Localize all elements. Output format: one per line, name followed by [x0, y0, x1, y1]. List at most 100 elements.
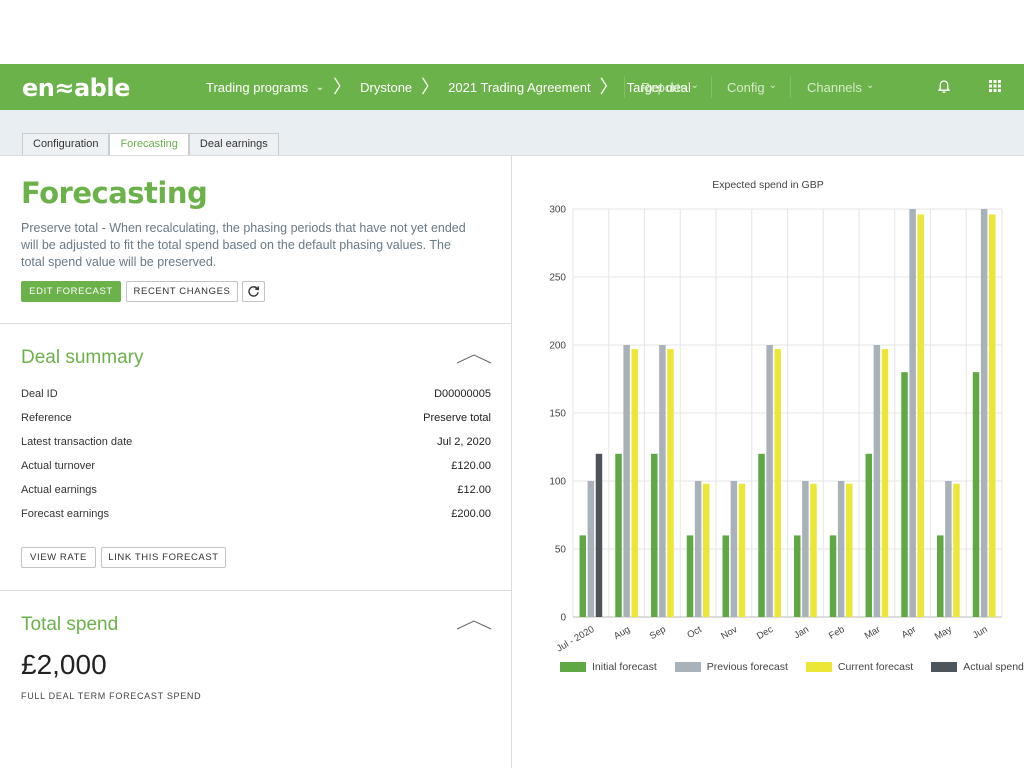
y-tick-label: 0 — [560, 613, 566, 624]
bar-previous-forecast — [909, 209, 916, 617]
legend-swatch — [560, 662, 586, 672]
summary-value: Preserve total — [423, 412, 491, 424]
bar-current-forecast — [988, 214, 996, 617]
legend-label: Previous forecast — [706, 661, 788, 673]
x-tick-label: Jun — [971, 624, 990, 641]
bar-initial-forecast — [722, 535, 730, 617]
chevron-down-icon: ⌄ — [768, 79, 777, 91]
summary-label: Latest transaction date — [21, 436, 133, 448]
summary-label: Actual earnings — [21, 484, 97, 496]
legend-swatch — [674, 662, 701, 672]
x-tick-label: Jan — [792, 624, 811, 641]
x-tick-label: Jul - 2020 — [555, 624, 597, 654]
edit-forecast-button[interactable]: EDIT FORECAST — [21, 281, 121, 302]
deal-summary-title: Deal summary — [21, 347, 144, 368]
menu-channels[interactable]: Channels ⌄ — [807, 64, 874, 110]
bell-icon[interactable] — [936, 79, 952, 95]
bar-initial-forecast — [686, 535, 694, 617]
summary-label: Deal ID — [21, 388, 58, 400]
bar-previous-forecast — [730, 481, 738, 617]
y-tick-label: 50 — [555, 545, 567, 556]
x-tick-label: Feb — [827, 624, 847, 642]
bar-initial-forecast — [615, 453, 622, 617]
nav-divider — [624, 76, 625, 98]
breadcrumb-trading-agreement[interactable]: 2021 Trading Agreement — [448, 79, 591, 95]
chart-panel: Expected spend in GBP 0 50 100 150 200 250 300… — [512, 155, 1024, 705]
bar-initial-forecast — [901, 372, 908, 617]
y-tick-label: 150 — [549, 409, 566, 420]
bar-initial-forecast — [937, 535, 944, 617]
chart-title: Expected spend in GBP — [712, 179, 824, 191]
section-divider — [0, 590, 512, 591]
nav-divider — [790, 76, 791, 98]
legend-item-current-forecast[interactable]: Current forecast — [805, 661, 913, 673]
collapse-caret-icon[interactable] — [456, 619, 492, 631]
legend-item-previous-forecast[interactable]: Previous forecast — [674, 661, 788, 673]
breadcrumb-trading-programs[interactable]: Trading programs ⌄ — [206, 80, 324, 95]
tab-configuration[interactable]: Configuration — [22, 133, 110, 155]
summary-row-reference: Reference Preserve total — [21, 412, 491, 430]
menu-label: Reports — [641, 79, 687, 95]
page-title: Forecasting — [21, 176, 208, 210]
total-spend-caption: FULL DEAL TERM FORECAST SPEND — [21, 691, 202, 701]
bar-previous-forecast — [623, 345, 630, 617]
menu-label: Config — [727, 79, 765, 95]
menu-label: Channels — [807, 79, 862, 95]
top-nav: en≈able Trading programs ⌄ 〉 Drystone 〉 … — [0, 64, 1024, 110]
collapse-caret-icon[interactable] — [456, 353, 492, 365]
bar-previous-forecast — [980, 209, 988, 617]
bar-previous-forecast — [694, 481, 702, 617]
menu-reports[interactable]: Reports ⌄ — [641, 64, 699, 110]
legend-item-initial-forecast[interactable]: Initial forecast — [560, 661, 657, 673]
bar-previous-forecast — [587, 481, 595, 617]
summary-row-forecast-earnings: Forecast earnings £200.00 — [21, 508, 491, 526]
breadcrumb-drystone[interactable]: Drystone — [360, 79, 413, 95]
summary-row-deal-id: Deal ID D00000005 — [21, 388, 491, 406]
nav-divider — [711, 76, 712, 98]
breadcrumb-target-deal[interactable]: Target deal — [626, 79, 691, 95]
x-tick-label: Mar — [863, 624, 883, 642]
spend-bar-chart: 0 50 100 150 200 250 300 Jul - 2020 Aug Sep Oct Nov… — [549, 205, 1003, 654]
x-tick-label: May — [933, 624, 954, 643]
x-tick-label: Sep — [648, 624, 668, 642]
summary-row-actual-earnings: Actual earnings £12.00 — [21, 484, 491, 502]
menu-config[interactable]: Config ⌄ — [727, 64, 777, 110]
chevron-down-icon: ⌄ — [690, 79, 699, 91]
breadcrumb: Trading programs ⌄ 〉 Drystone 〉 2021 Tra… — [206, 64, 691, 110]
forecast-description: Preserve total - When recalculating, the… — [21, 221, 466, 269]
tab-deal-earnings[interactable]: Deal earnings — [188, 133, 279, 155]
legend-swatch — [805, 662, 832, 672]
y-tick-label: 100 — [549, 477, 566, 488]
bar-initial-forecast — [758, 453, 765, 617]
enable-logo[interactable]: en≈able — [22, 74, 130, 102]
bar-current-forecast — [631, 349, 638, 617]
link-forecast-button[interactable]: LINK THIS FORECAST — [101, 547, 226, 568]
bar-initial-forecast — [829, 535, 837, 617]
bar-previous-forecast — [873, 345, 881, 617]
summary-value: £12.00 — [457, 484, 491, 496]
legend-label: Initial forecast — [592, 661, 657, 673]
summary-label: Forecast earnings — [21, 508, 110, 520]
view-rate-button[interactable]: VIEW RATE — [21, 547, 96, 568]
total-spend-value: £2,000 — [21, 649, 107, 680]
summary-value: Jul 2, 2020 — [437, 436, 491, 448]
y-tick-label: 200 — [549, 341, 566, 352]
summary-label: Actual turnover — [21, 460, 95, 472]
recent-changes-button[interactable]: RECENT CHANGES — [126, 281, 238, 302]
bar-current-forecast — [845, 483, 853, 617]
bar-current-forecast — [953, 483, 960, 617]
bar-current-forecast — [702, 483, 710, 617]
legend-swatch — [931, 662, 958, 672]
refresh-button[interactable] — [242, 281, 265, 302]
legend-item-actual-spend[interactable]: Actual spend — [931, 661, 1024, 673]
chart-legend: Initial forecast Previous forecast Current… — [560, 661, 1024, 673]
bar-initial-forecast — [794, 535, 801, 617]
summary-value: £120.00 — [451, 460, 491, 472]
bar-current-forecast — [738, 483, 746, 617]
apps-grid-icon[interactable] — [989, 80, 1001, 92]
bar-current-forecast — [881, 349, 889, 617]
bar-initial-forecast — [651, 453, 658, 617]
tab-forecasting[interactable]: Forecasting — [109, 133, 189, 155]
breadcrumb-separator-icon: 〉 — [421, 77, 440, 97]
